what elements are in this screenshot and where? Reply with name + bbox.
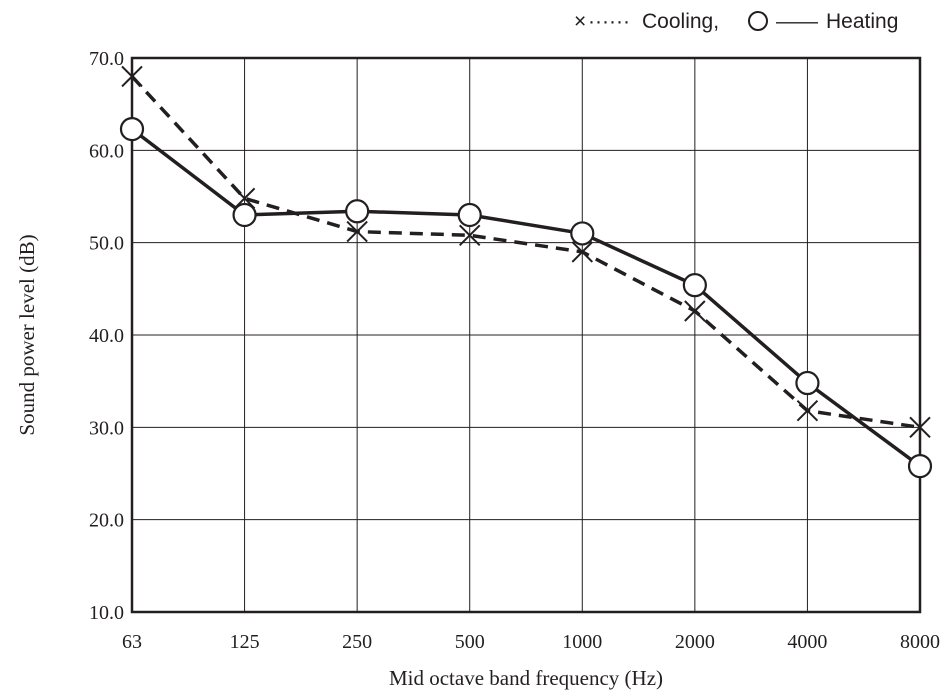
y-tick-label: 50.0 [89, 233, 124, 255]
x-axis-title: Mid octave band frequency (Hz) [389, 666, 663, 690]
x-axis-ticks: 63 125 250 500 1000 2000 4000 8000 [122, 631, 940, 653]
x-marker-stroke [346, 220, 368, 243]
heating-point [345, 199, 370, 224]
legend-heating-line: —— [776, 10, 818, 33]
heating-point [457, 202, 482, 228]
x-tick-label: 8000 [900, 631, 940, 653]
x-tick-label: 63 [122, 631, 142, 653]
y-tick-label: 60.0 [89, 140, 124, 162]
legend-heating-label: Heating [826, 10, 898, 33]
x-tick-label: 500 [455, 631, 485, 653]
heating-point [907, 454, 933, 479]
y-tick-label: 10.0 [89, 602, 124, 624]
heating-point [232, 202, 257, 228]
x-tick-label: 250 [342, 631, 372, 653]
legend-cooling-line: ······ [588, 10, 630, 33]
x-marker-stroke [459, 224, 481, 246]
heating-point [570, 221, 595, 246]
legend-cooling-label: Cooling, [642, 10, 719, 33]
x-marker-stroke [684, 300, 706, 322]
heating-line [130, 127, 922, 468]
x-marker-stroke [571, 241, 593, 263]
x-tick-label: 4000 [787, 631, 827, 653]
cooling-line [130, 75, 921, 430]
y-axis-ticks: 10.0 20.0 30.0 40.0 50.0 60.0 70.0 [89, 48, 124, 624]
heating-point [119, 116, 145, 142]
legend-cooling-marker: × [574, 10, 586, 33]
plot-frame [130, 56, 922, 614]
x-tick-label: 2000 [675, 631, 715, 653]
x-marker-stroke [909, 416, 931, 439]
x-marker-stroke [796, 400, 819, 422]
y-tick-label: 20.0 [89, 510, 124, 532]
grid [132, 58, 920, 612]
y-tick-label: 70.0 [89, 48, 124, 70]
heating-point [795, 370, 820, 396]
series [119, 65, 933, 479]
y-tick-label: 40.0 [89, 325, 124, 347]
cooling-point [909, 416, 931, 439]
cooling-point [121, 65, 143, 88]
legend-heating-marker [748, 11, 768, 31]
x-tick-label: 1000 [562, 631, 602, 653]
y-axis-title: Sound power level (dB) [15, 234, 39, 435]
cooling-point [796, 400, 819, 422]
cooling-point [684, 300, 706, 322]
x-marker-stroke [121, 65, 143, 88]
cooling-point [346, 220, 368, 243]
legend: × ······ Cooling, —— Heating [574, 10, 898, 33]
cooling-point [571, 241, 593, 263]
cooling-point [459, 224, 481, 246]
x-tick-label: 125 [230, 631, 260, 653]
y-tick-label: 30.0 [89, 417, 124, 439]
heating-point [682, 273, 707, 298]
